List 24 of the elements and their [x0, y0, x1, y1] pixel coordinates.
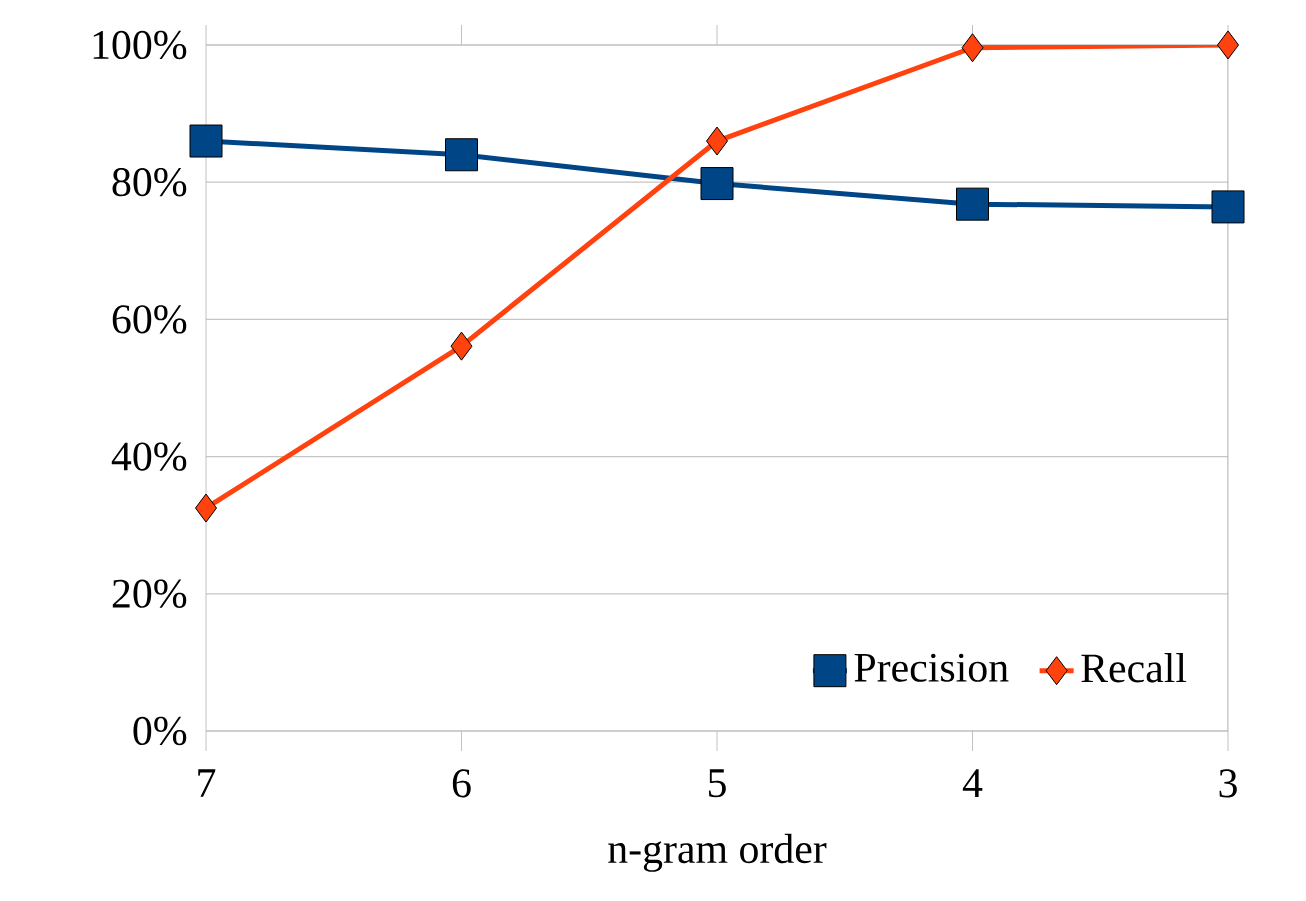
x-tick-label: 4: [962, 769, 983, 797]
point: [956, 187, 990, 221]
point: [961, 33, 984, 63]
x-tick-label: 3: [1219, 769, 1237, 798]
point: [700, 167, 734, 201]
y-tick-label: 60%: [112, 305, 187, 334]
point: [1217, 30, 1240, 60]
point: [450, 331, 473, 361]
x-tick-label: 6: [452, 769, 471, 798]
x-axis-title: n-gram order: [608, 833, 827, 872]
point: [189, 124, 223, 158]
point: [195, 493, 217, 523]
point: [445, 138, 479, 172]
legend-label: Precision: [854, 653, 1009, 682]
point: [706, 126, 729, 156]
y-tick-label: 0%: [133, 716, 187, 746]
y-tick-label: 100%: [93, 30, 187, 60]
x-tick-label: 7: [198, 769, 216, 797]
y-tick-label: 40%: [111, 442, 187, 471]
x-tick-label: 5: [708, 769, 726, 798]
y-tick-label: 80%: [112, 168, 187, 197]
legend-label: Recall: [1081, 653, 1187, 683]
point: [1211, 190, 1245, 224]
y-tick-label: 20%: [112, 579, 187, 608]
